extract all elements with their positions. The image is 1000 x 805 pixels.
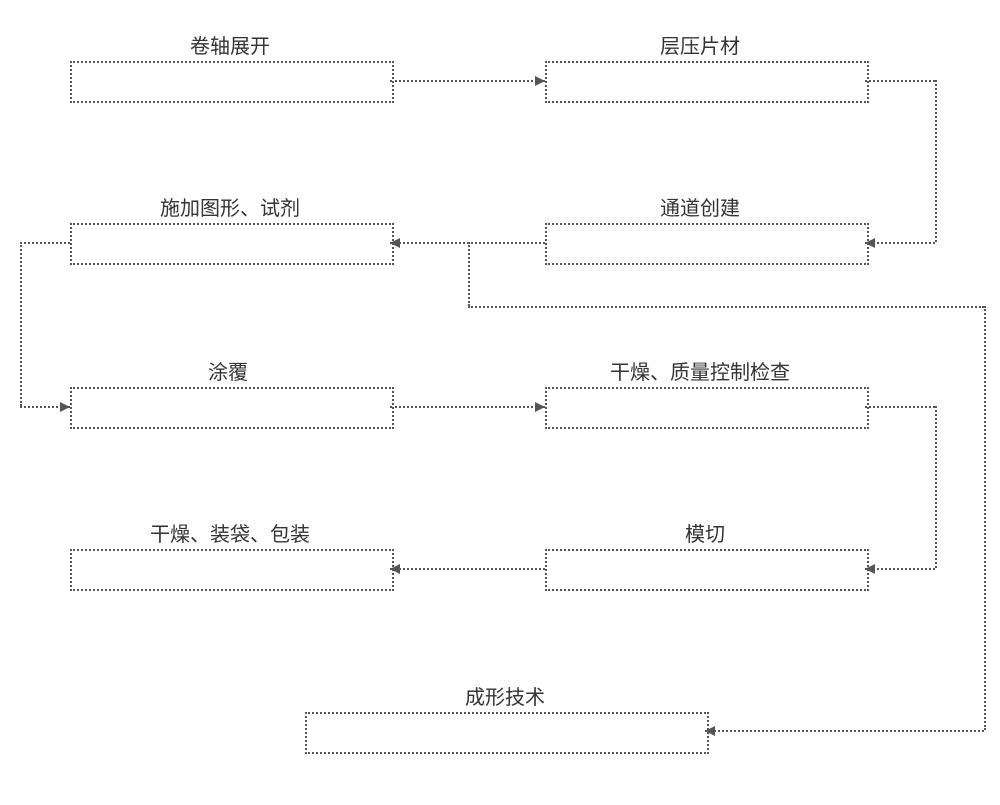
arrow-head-left-icon: [390, 564, 400, 574]
flow-node-box: [305, 712, 709, 754]
arrow-head-right-icon: [60, 402, 70, 412]
flow-node-label: 成形技术: [465, 681, 545, 710]
flow-edge-v: [935, 406, 937, 568]
arrow-head-left-icon: [865, 238, 875, 248]
flow-node-box: [545, 549, 869, 591]
flow-node-box: [70, 61, 394, 103]
flow-node-box: [70, 223, 394, 265]
flow-node-box: [545, 61, 869, 103]
arrow-head-right-icon: [535, 402, 545, 412]
arrow-head-left-icon: [390, 238, 400, 248]
flow-node-label: 施加图形、试剂: [160, 192, 300, 221]
flow-edge-h: [865, 242, 935, 244]
flow-edge-v: [935, 80, 937, 242]
flow-edge-h: [390, 80, 545, 82]
flow-node-box: [545, 387, 869, 429]
flow-edge-v: [984, 306, 986, 730]
flow-edge-h: [20, 242, 70, 244]
flow-edge-h: [865, 568, 935, 570]
flow-edge-h: [390, 406, 545, 408]
flow-node-box: [70, 549, 394, 591]
arrow-head-right-icon: [535, 76, 545, 86]
flowchart-canvas: 卷轴展开 层压片材施加图形、试剂 通道创建涂覆 干燥、质量控制检查干燥、装袋、包装 模切…: [0, 0, 1000, 805]
flow-node-label: 干燥、装袋、包装: [150, 518, 310, 547]
flow-edge-v: [20, 242, 22, 406]
flow-node-label: 模切: [685, 518, 725, 547]
flow-edge-h: [705, 730, 984, 732]
flow-edge-h: [865, 80, 935, 82]
flow-edge-v: [468, 242, 470, 306]
flow-edge-h: [865, 406, 935, 408]
flow-edge-h: [390, 568, 545, 570]
flow-node-label: 通道创建: [660, 192, 740, 221]
flow-node-label: 层压片材: [660, 30, 740, 59]
flow-node-box: [70, 387, 394, 429]
flow-node-label: 涂覆: [208, 356, 248, 385]
flow-node-label: 干燥、质量控制检查: [610, 356, 790, 385]
flow-edge-h: [468, 306, 984, 308]
arrow-head-left-icon: [865, 564, 875, 574]
flow-node-label: 卷轴展开: [190, 30, 270, 59]
flow-node-box: [545, 223, 869, 265]
arrow-head-left-icon: [705, 726, 715, 736]
